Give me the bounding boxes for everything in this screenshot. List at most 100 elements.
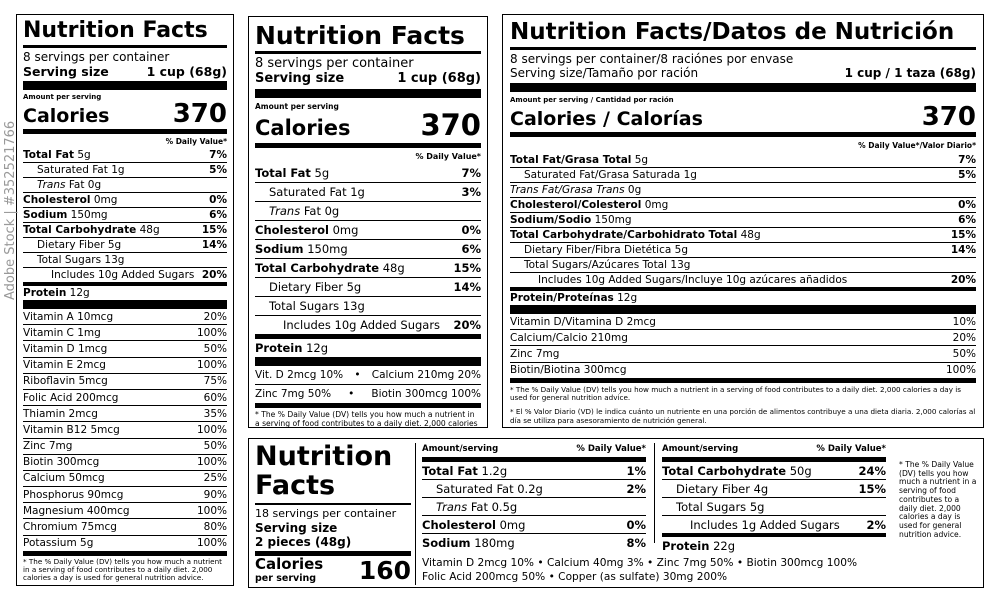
vitamin-row: Calcium/Calcio 210mg 20%: [510, 329, 976, 345]
daily-value-header: % Daily Value*/Valor Diario*: [858, 141, 976, 150]
nutrient-amount: 50g: [789, 463, 812, 478]
nutrient-name: Sodium 180mg: [422, 536, 515, 550]
nutrient-daily-value: 5%: [958, 169, 976, 181]
nutrient-name: Cholesterol/Colesterol 0mg: [510, 199, 668, 211]
vitamin-row: Magnesium 400mcg 100%: [23, 502, 227, 518]
nutrient-daily-value: 15%: [201, 224, 227, 236]
nutrient-row: Total Carbohydrate 50g 24%: [662, 462, 886, 479]
vitamin-daily-value: 10%: [952, 315, 976, 328]
nutrient-label: Total Carbohydrate: [662, 463, 787, 478]
nutrient-row: Trans Fat 0g: [23, 177, 227, 192]
nutrient-amount: 5g: [77, 149, 91, 161]
nutrient-amount: 5g: [107, 239, 122, 251]
vitamin-daily-value: 25%: [203, 472, 227, 485]
nutrient-amount: 5g: [314, 166, 330, 180]
vitamin-rows: Vitamin A 10mcg 20% Vitamin C 1mg 100% Vitam…: [23, 309, 227, 551]
serving-size-label: Serving size: [255, 71, 345, 86]
vitamin-daily-value: 35%: [203, 407, 227, 420]
nutrient-amount: 13g: [342, 299, 365, 313]
nutrient-row: Cholesterol/Colesterol 0mg 0%: [510, 197, 976, 212]
nutrient-label: Sodium: [255, 242, 304, 256]
vitamin-label: Biotin/Biotina 300mcg: [510, 364, 627, 377]
nutrient-name: Saturated Fat/Grasa Saturada 1g: [510, 169, 697, 181]
nutrient-name: Includes 10g Added Sugars: [23, 269, 194, 281]
serving-size-value: 1 cup (68g): [397, 71, 481, 86]
nutrient-label: Includes 1g Added Sugars: [690, 517, 840, 532]
vitamin-daily-value: 20%: [952, 331, 976, 344]
nutrient-name: Total Sugars 5g: [662, 500, 764, 514]
vitamin-label: Zinc 7mg: [510, 347, 560, 360]
servings-per-container: 8 servings per container: [255, 56, 414, 71]
nutrient-name: Total Fat 1.2g: [422, 464, 507, 478]
nutrient-row: Includes 1g Added Sugars 2%: [662, 515, 886, 533]
nutrient-row: Cholesterol 0mg 0%: [422, 515, 646, 533]
vitamin-daily-value: 75%: [203, 375, 227, 388]
zinc: Zinc 7mg 50%: [255, 388, 332, 400]
amount-per-serving: Amount per serving / Cantidad por ración: [510, 96, 674, 104]
nutrient-name: Cholesterol 0mg: [23, 194, 117, 206]
nutrient-row: Sodium 150mg 6%: [23, 207, 227, 222]
vitamin-label: Vitamin A 10mcg: [23, 310, 114, 323]
nutrient-amount: 180mg: [474, 535, 515, 550]
nutrient-row: Trans Fat/Grasa Trans 0g: [510, 182, 976, 197]
nutrient-daily-value: 14%: [950, 244, 976, 256]
nutrient-daily-value: 6%: [958, 214, 976, 226]
vitamin-label: Potassium 5g: [23, 537, 94, 550]
calories-value: 370: [172, 99, 227, 129]
footnote: * The % Daily Value (DV) tells you how m…: [899, 460, 977, 539]
nutrient-daily-value: 0%: [209, 194, 227, 206]
vitamin-daily-value: 20%: [203, 310, 227, 323]
nutrient-name: Total Carbohydrate/Carbohidrato Total 48…: [510, 229, 761, 241]
nutrient-name: Trans Fat 0.5g: [422, 500, 517, 514]
nutrient-row: Total Sugars/Azúcares Total 13g: [510, 257, 976, 272]
nutrient-name: Cholesterol 0mg: [255, 223, 358, 237]
vitamin-row: Thiamin 2mcg 35%: [23, 405, 227, 421]
title-block: Nutrition Facts 18 servings per containe…: [255, 443, 411, 585]
nutrient-amount: 22g: [713, 538, 736, 553]
nutrient-label: Trans: [436, 499, 468, 514]
nutrition-label-2: Nutrition Facts 8 servings per container…: [248, 16, 488, 428]
nutrient-label: Includes 10g Added Sugars: [283, 318, 441, 332]
nutrient-label: Sodium/Sodio: [510, 214, 592, 226]
nutrient-row: Sodium 150mg 6%: [255, 239, 481, 258]
vitamin-daily-value: 100%: [196, 456, 227, 469]
nutrient-amount: 48g: [382, 261, 405, 275]
nutrient-daily-value: 14%: [201, 239, 227, 251]
nutrient-amount: 0mg: [499, 517, 526, 532]
nutrient-row: Total Carbohydrate/Carbohidrato Total 48…: [510, 227, 976, 242]
nutrient-daily-value: 20%: [453, 318, 481, 332]
nutrient-amount: 150mg: [307, 242, 348, 256]
nutrients-left-column: Amount/serving % Daily Value* Total Fat …: [422, 444, 646, 551]
label-title: Nutrition Facts/Datos de Nutrición: [510, 19, 955, 45]
nutrient-label: Protein: [255, 341, 303, 355]
nutrient-row: Total Carbohydrate 48g 15%: [255, 258, 481, 277]
nutrient-row: Total Sugars 5g: [662, 497, 886, 515]
vitamin-label: Biotin 300mcg: [23, 456, 100, 469]
nutrient-row: Total Fat/Grasa Total 5g 7%: [510, 153, 976, 167]
nutrient-amount: 0g: [627, 184, 642, 196]
nutrient-label: Trans: [37, 179, 66, 191]
nutrient-amount: Fat 0g: [303, 204, 340, 218]
nutrient-row: Total Carbohydrate 48g 15%: [23, 222, 227, 237]
calories-sub: per serving: [255, 572, 317, 584]
nutrient-name: Total Sugars/Azúcares Total 13g: [510, 259, 690, 271]
nutrient-row: Trans Fat 0.5g: [422, 497, 646, 515]
nutrient-label: Saturated Fat: [269, 185, 347, 199]
nutrient-name: Total Carbohydrate 48g: [255, 261, 405, 275]
nutrient-amount: 5g: [674, 244, 688, 256]
nutrient-row: Total Sugars 13g: [23, 252, 227, 267]
vitamin-row: Vitamin A 10mcg 20%: [23, 309, 227, 324]
nutrient-label: Total Sugars: [269, 299, 340, 313]
nutrient-label: Dietary Fiber: [269, 280, 343, 294]
vitamin-label: Vitamin C 1mg: [23, 326, 101, 339]
nutrient-name: Total Fat 5g: [255, 166, 329, 180]
vitamin-row: Vitamin C 1mg 100%: [23, 324, 227, 340]
nutrient-name: Dietary Fiber 5g: [255, 280, 361, 294]
serving-size-value: 2 pieces (48g): [255, 535, 352, 549]
nutrient-daily-value: 6%: [209, 209, 227, 221]
nutrient-amount: 0mg: [93, 194, 118, 206]
nutrient-row: Dietary Fiber/Fibra Dietética 5g 14%: [510, 242, 976, 257]
nutrient-daily-value: 20%: [201, 269, 227, 281]
nutrient-label: Saturated Fat: [436, 481, 514, 496]
nutrient-amount: 5g: [749, 499, 765, 514]
